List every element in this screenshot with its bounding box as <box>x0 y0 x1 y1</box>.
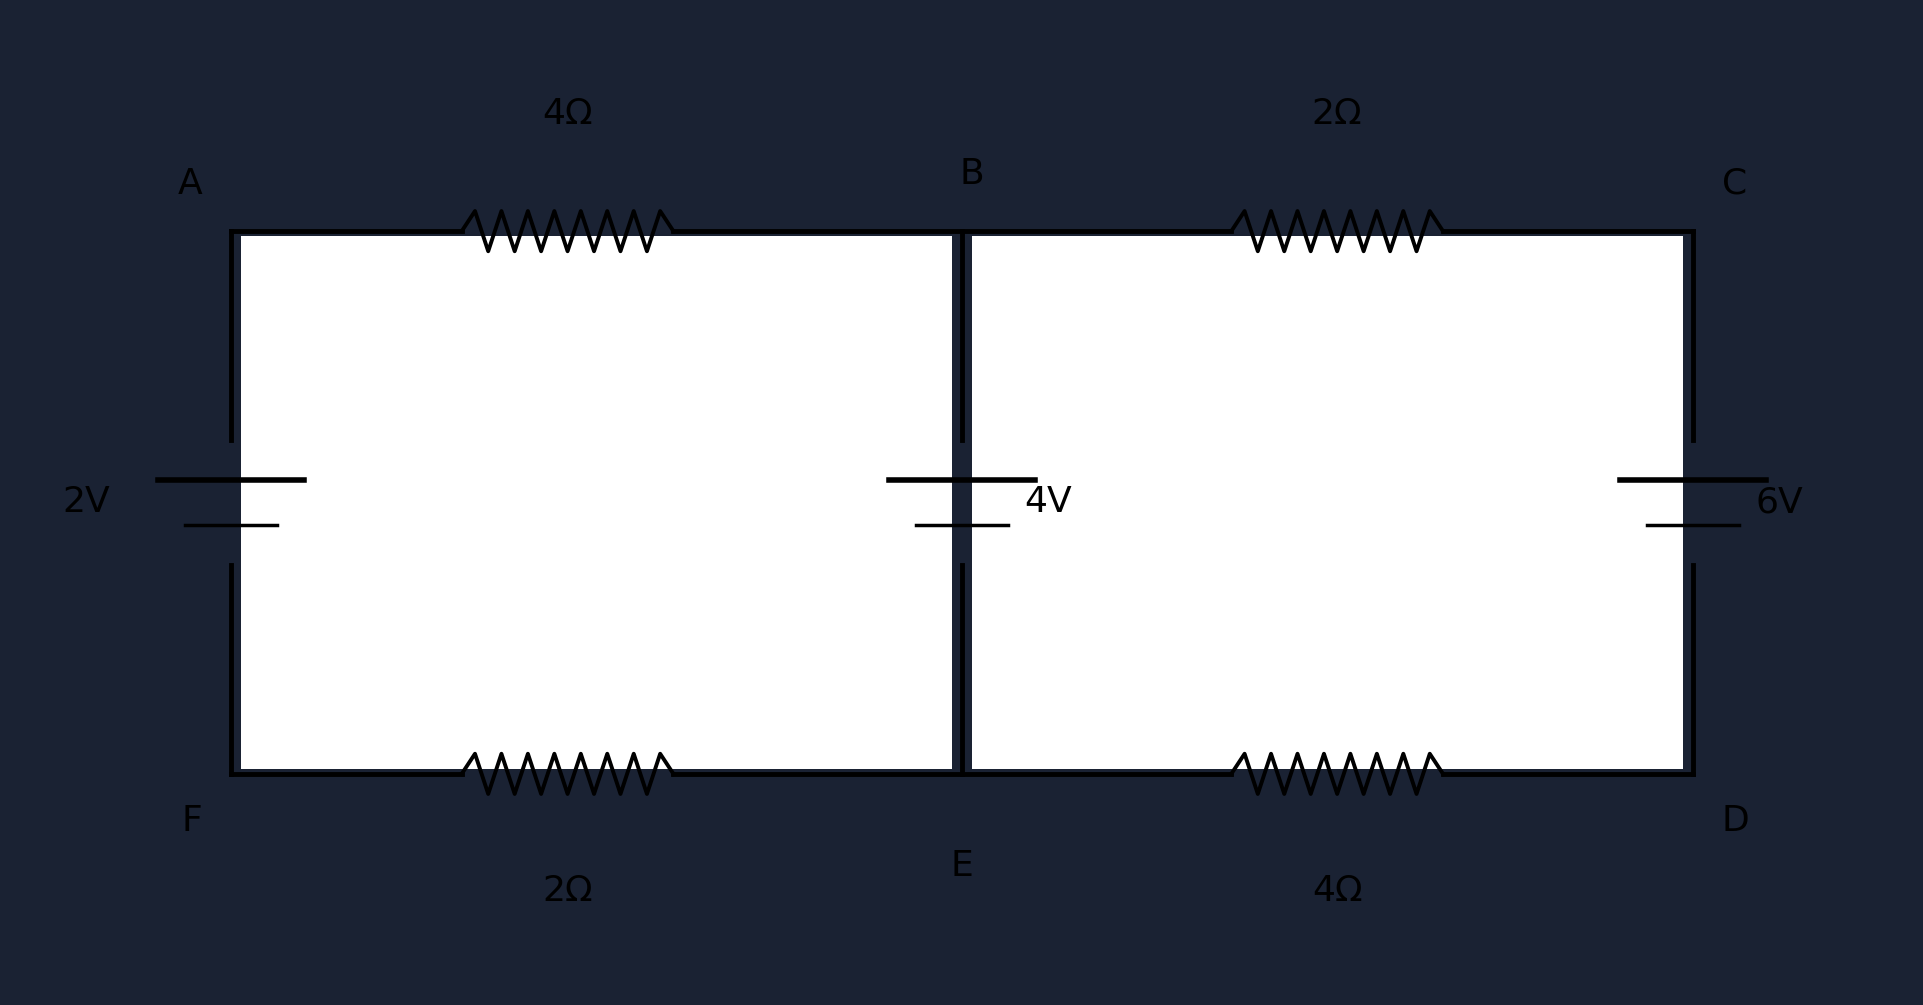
Text: C: C <box>1721 167 1746 201</box>
FancyBboxPatch shape <box>240 236 952 769</box>
Text: B: B <box>960 157 983 191</box>
Text: D: D <box>1721 804 1748 838</box>
Text: E: E <box>950 849 973 883</box>
Text: F: F <box>181 804 202 838</box>
Text: 4V: 4V <box>1025 485 1071 520</box>
Text: 4Ω: 4Ω <box>1311 874 1361 909</box>
Text: 2Ω: 2Ω <box>542 874 592 909</box>
Text: A: A <box>177 167 202 201</box>
FancyBboxPatch shape <box>971 236 1683 769</box>
Text: 2V: 2V <box>63 485 110 520</box>
Text: 6V: 6V <box>1756 485 1802 520</box>
Text: 2Ω: 2Ω <box>1311 96 1361 131</box>
Text: 4Ω: 4Ω <box>542 96 592 131</box>
